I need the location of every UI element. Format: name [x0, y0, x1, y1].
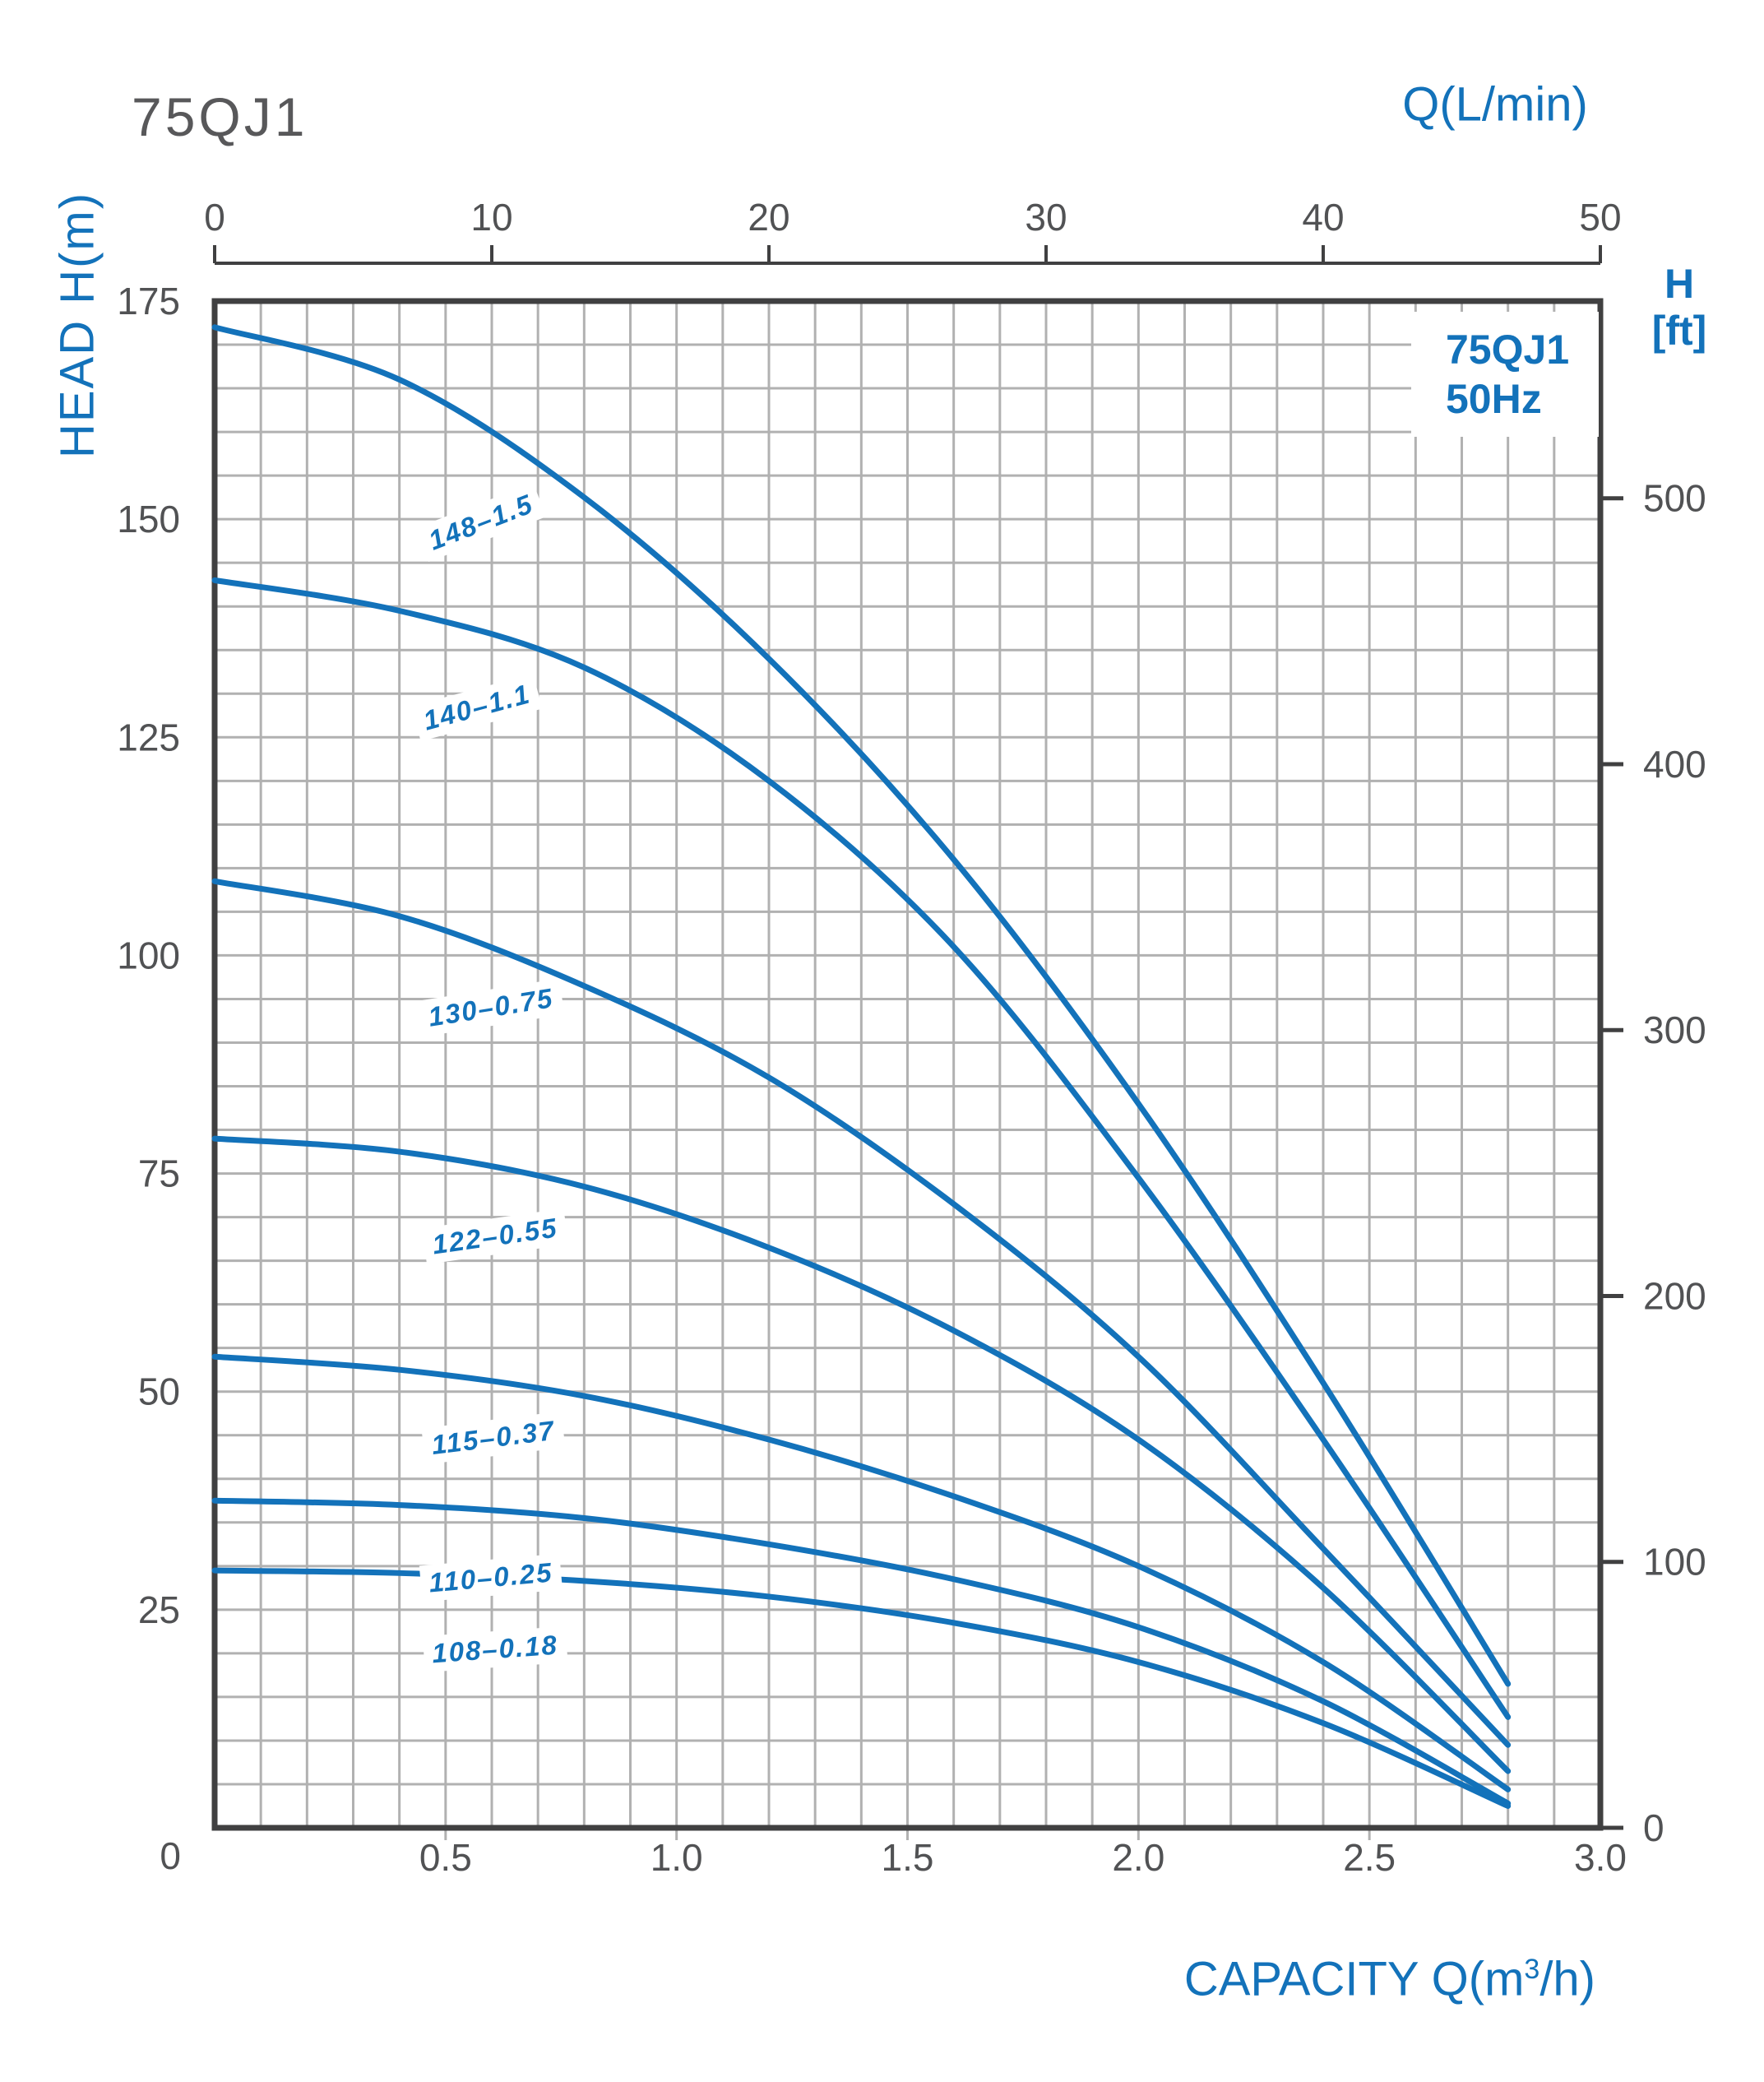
bottom-axis-title-sup: 3: [1524, 1954, 1540, 1986]
pump-curve-110-0.25: [211, 1497, 1512, 1806]
bottom-axis-tick-label: 0.5: [419, 1836, 472, 1879]
right-axis-tick-label: 0: [1643, 1806, 1664, 1849]
right-axis-tick-label: 200: [1643, 1274, 1706, 1317]
right-axis-title-line2: [ft]: [1651, 308, 1707, 354]
left-axis-tick-label: 25: [138, 1588, 180, 1631]
right-axis-tick-label: 300: [1643, 1009, 1706, 1051]
legend-model: 75QJ1: [1446, 327, 1570, 373]
right-axis-title-line1: H: [1664, 261, 1695, 307]
bottom-axis-tick-label: 1.5: [882, 1836, 934, 1879]
top-axis-title: Q(L/min): [1402, 77, 1588, 132]
left-axis-tick-label: 50: [138, 1370, 180, 1413]
legend-box: 75QJ1 50Hz: [1411, 312, 1599, 437]
left-axis-tick-label: 75: [138, 1152, 180, 1195]
left-axis-tick-label: 175: [117, 280, 180, 322]
left-axis-tick-label: 125: [117, 716, 180, 758]
top-axis-tick-label: 40: [1302, 196, 1344, 239]
origin-tick-label: 0: [160, 1834, 181, 1877]
pump-curve-140-1.1: [211, 577, 1512, 1720]
left-axis-tick-label: 150: [117, 498, 180, 540]
top-axis-tick-label: 20: [748, 196, 789, 239]
bottom-axis-title: CAPACITY Q(m3/h): [1184, 1952, 1595, 2007]
legend-frequency: 50Hz: [1446, 376, 1542, 422]
pump-curve-130-0.75: [211, 878, 1512, 1748]
pump-curve-148-1.5: [211, 324, 1512, 1687]
bottom-axis-tick-label: 1.0: [651, 1836, 703, 1879]
right-axis-tick-label: 500: [1643, 477, 1706, 520]
left-axis-tick-label: 100: [117, 934, 180, 976]
bottom-axis-title-prefix: CAPACITY Q(m: [1183, 1952, 1525, 2006]
right-axis-tick-label: 100: [1643, 1541, 1706, 1584]
left-axis-title: HEAD H(m): [50, 191, 104, 459]
bottom-axis-tick-label: 2.0: [1112, 1836, 1164, 1879]
right-axis-title: H [ft]: [1652, 261, 1707, 355]
top-axis-tick-label: 30: [1025, 196, 1067, 239]
right-axis-tick-label: 400: [1643, 743, 1706, 786]
bottom-axis-tick-label: 3.0: [1574, 1836, 1627, 1879]
pump-curve-115-0.37: [211, 1353, 1512, 1792]
bottom-axis-tick-label: 2.5: [1343, 1836, 1396, 1879]
page-title: 75QJ1: [132, 86, 308, 147]
plot-frame: [211, 298, 1604, 1831]
top-axis-tick-label: 10: [470, 196, 512, 239]
bottom-axis-title-suffix: /h): [1539, 1952, 1595, 2006]
top-axis-tick-label: 50: [1579, 196, 1621, 239]
top-axis-tick-label: 0: [204, 196, 225, 239]
pump-curve-122-0.55: [211, 1135, 1512, 1774]
